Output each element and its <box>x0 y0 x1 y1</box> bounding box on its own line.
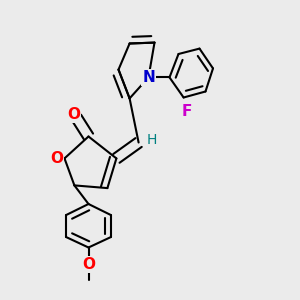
Text: O: O <box>50 151 64 166</box>
Text: N: N <box>142 70 155 85</box>
Text: O: O <box>67 107 80 122</box>
Text: O: O <box>82 257 95 272</box>
Text: F: F <box>182 103 192 118</box>
Text: H: H <box>147 133 157 146</box>
